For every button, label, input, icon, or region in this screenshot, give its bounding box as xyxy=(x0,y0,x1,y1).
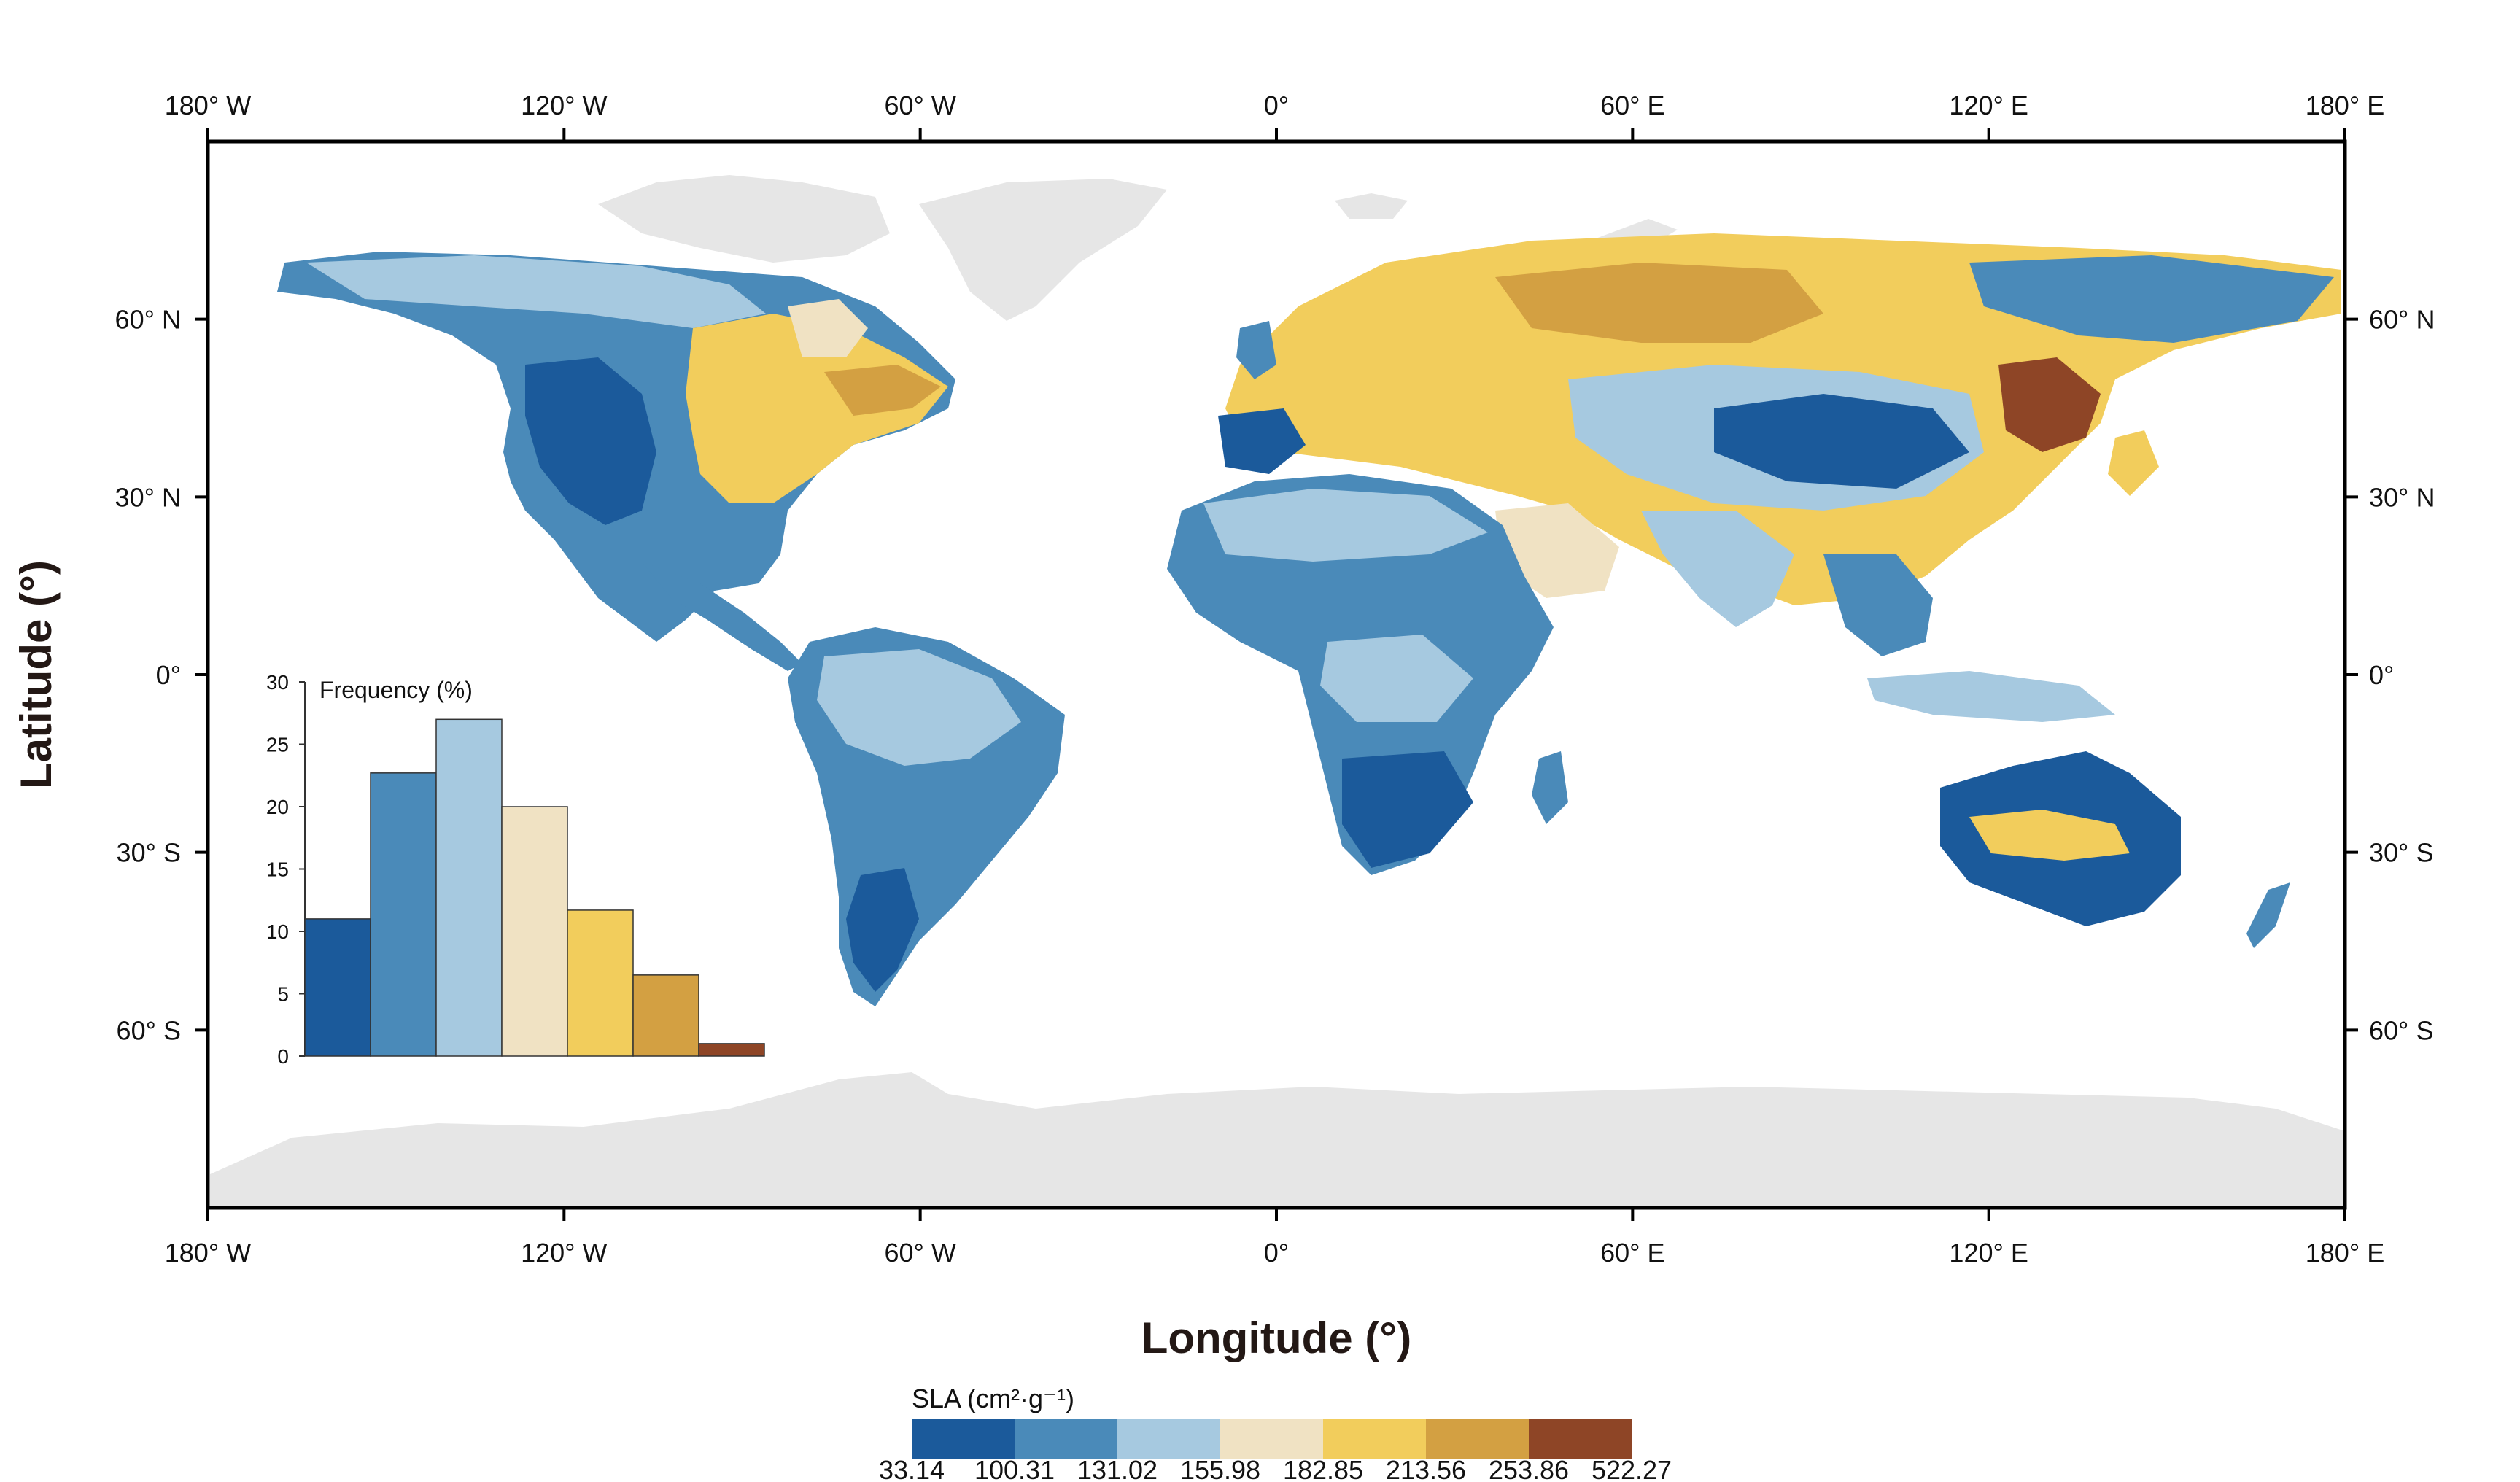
x-axis-title: Longitude (°) xyxy=(1141,1314,1412,1362)
legend-swatch xyxy=(1426,1419,1529,1459)
hudson-bay xyxy=(788,299,868,357)
northeast-china xyxy=(1998,357,2101,452)
central-america xyxy=(642,562,802,671)
antarctica xyxy=(210,1072,2343,1206)
north-america-east xyxy=(686,314,948,503)
arctic-islands xyxy=(598,175,890,263)
y-tick-label-right: 60° N xyxy=(2369,305,2435,335)
x-tick-label-top: 120° W xyxy=(521,90,607,120)
uk xyxy=(1236,321,1276,379)
inset-title: Frequency (%) xyxy=(319,677,473,703)
x-tick-label-top: 120° E xyxy=(1949,90,2028,120)
legend-break-label: 522.27 xyxy=(1592,1455,1672,1482)
patagonia xyxy=(846,868,919,992)
legend-swatch xyxy=(1220,1419,1323,1459)
legend-break-label: 182.85 xyxy=(1283,1455,1363,1482)
x-tick-label-top: 180° E xyxy=(2306,90,2384,120)
histogram-bar xyxy=(501,806,568,1057)
greenland xyxy=(919,179,1167,321)
y-tick-label-right: 30° N xyxy=(2369,482,2435,512)
western-us xyxy=(525,357,656,525)
map-axis-ticks: 180° W 180° W 120° W 120° W 60° W 60° W 0° 0° 60… xyxy=(115,90,2435,1268)
land-masses xyxy=(210,175,2343,1206)
tibet-mongolia xyxy=(1714,394,1969,489)
legend-break-label: 100.31 xyxy=(974,1455,1055,1482)
histogram-bar xyxy=(435,718,503,1057)
legend-break-label: 213.56 xyxy=(1386,1455,1466,1482)
inset-y-tick-label: 20 xyxy=(266,796,289,818)
y-tick-label-right: 60° S xyxy=(2369,1015,2433,1045)
legend-swatch xyxy=(912,1419,1015,1459)
y-tick-label-left: 0° xyxy=(156,660,181,690)
y-tick-label-right: 30° S xyxy=(2369,838,2433,868)
y-tick-label-left: 30° S xyxy=(117,838,181,868)
madagascar xyxy=(1532,751,1568,824)
y-axis-title: Latitude (°) xyxy=(12,560,61,789)
y-tick-label-left: 30° N xyxy=(115,482,181,512)
x-tick-label-bottom: 60° W xyxy=(884,1238,955,1268)
legend-swatch xyxy=(1117,1419,1220,1459)
canada-north xyxy=(306,255,766,328)
histogram-bar xyxy=(567,909,634,1057)
svalbard xyxy=(1335,193,1408,219)
amazon-light xyxy=(817,649,1021,766)
histogram-bar xyxy=(632,974,699,1057)
x-tick-label-top: 180° W xyxy=(165,90,251,120)
legend-title: SLA (cm²·g⁻¹) xyxy=(912,1384,1074,1413)
histogram-bar xyxy=(698,1043,765,1057)
legend-swatches xyxy=(912,1419,1632,1459)
inset-y-tick-label: 0 xyxy=(277,1045,289,1068)
new-zealand xyxy=(2246,882,2290,948)
x-tick-label-bottom: 120° W xyxy=(521,1238,607,1268)
frequency-histogram: 0 5 10 15 20 25 30 Frequency (%) xyxy=(266,671,765,1068)
southeast-asia xyxy=(1823,554,1933,656)
legend-break-label: 253.86 xyxy=(1489,1455,1569,1482)
y-tick-label-left: 60° N xyxy=(115,305,181,335)
southern-africa xyxy=(1342,751,1473,868)
inset-y-tick-label: 25 xyxy=(266,734,289,756)
south-asia xyxy=(1641,511,1794,627)
map-panel: 180° W 180° W 120° W 120° W 60° W 60° W 0° 0° 60… xyxy=(115,90,2435,1268)
x-tick-label-bottom: 0° xyxy=(1264,1238,1289,1268)
y-tick-label-right: 0° xyxy=(2369,660,2394,690)
eastern-siberia xyxy=(1969,255,2334,343)
congo xyxy=(1320,635,1473,722)
x-tick-label-top: 60° E xyxy=(1600,90,1664,120)
x-tick-label-top: 0° xyxy=(1264,90,1289,120)
legend-swatch xyxy=(1323,1419,1426,1459)
histogram-bar xyxy=(370,772,437,1057)
inset-y-tick-label: 10 xyxy=(266,920,289,943)
sla-legend: SLA (cm²·g⁻¹) 33.14 100.31 131.02 155.98 182… xyxy=(879,1384,1672,1482)
legend-break-label: 155.98 xyxy=(1180,1455,1260,1482)
x-tick-label-bottom: 180° E xyxy=(2306,1238,2384,1268)
inset-y-tick-label: 30 xyxy=(266,671,289,694)
x-tick-label-bottom: 180° W xyxy=(165,1238,251,1268)
arabia xyxy=(1495,503,1619,598)
iberia xyxy=(1218,408,1306,474)
japan xyxy=(2108,430,2159,496)
legend-swatch xyxy=(1015,1419,1117,1459)
inset-y-tick-label: 15 xyxy=(266,858,289,881)
sahara xyxy=(1203,489,1488,562)
x-tick-label-bottom: 60° E xyxy=(1600,1238,1664,1268)
australia-interior xyxy=(1969,810,2130,861)
inset-y-tick-label: 5 xyxy=(277,983,289,1006)
histogram-bar xyxy=(304,918,371,1057)
indonesia xyxy=(1867,671,2115,722)
legend-break-label: 33.14 xyxy=(879,1455,945,1482)
x-tick-label-top: 60° W xyxy=(884,90,955,120)
quebec-high xyxy=(824,365,941,416)
x-tick-label-bottom: 120° E xyxy=(1949,1238,2028,1268)
legend-swatch xyxy=(1529,1419,1632,1459)
siberia-brown xyxy=(1495,263,1823,343)
legend-break-label: 131.02 xyxy=(1077,1455,1158,1482)
y-tick-label-left: 60° S xyxy=(117,1015,181,1045)
legend-break-labels: 33.14 100.31 131.02 155.98 182.85 213.56 253.8… xyxy=(879,1455,1672,1482)
